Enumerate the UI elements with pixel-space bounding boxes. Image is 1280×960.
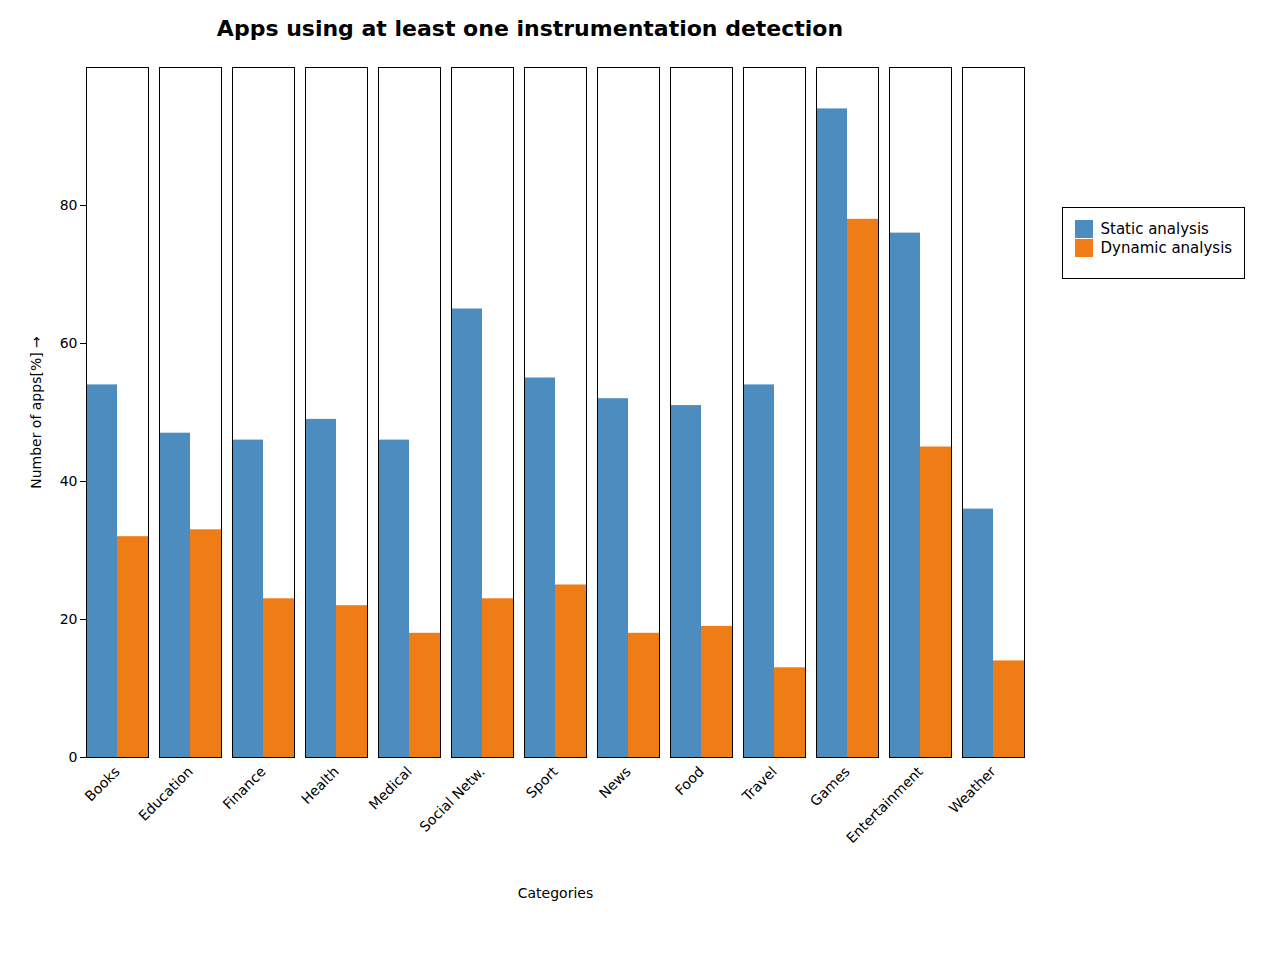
- svg-text:Travel: Travel: [738, 763, 779, 804]
- svg-text:Medical: Medical: [366, 763, 415, 812]
- svg-text:40: 40: [60, 473, 78, 489]
- svg-text:80: 80: [60, 197, 78, 213]
- svg-text:News: News: [596, 763, 634, 801]
- svg-text:Education: Education: [135, 763, 196, 824]
- svg-text:Weather: Weather: [946, 763, 999, 816]
- svg-text:Games: Games: [807, 763, 853, 809]
- svg-text:Finance: Finance: [220, 763, 269, 812]
- svg-text:0: 0: [69, 749, 78, 765]
- svg-text:Food: Food: [672, 763, 707, 798]
- svg-text:Entertainment: Entertainment: [843, 763, 926, 846]
- svg-text:Social Netw.: Social Netw.: [416, 763, 488, 835]
- html-text:Static analysis: Static analysis: [1100, 220, 1209, 238]
- svg-text:Health: Health: [298, 763, 342, 807]
- svg-text:20: 20: [60, 611, 78, 627]
- svg-text:60: 60: [60, 335, 78, 351]
- svg-text:Categories: Categories: [518, 885, 593, 901]
- svg-text:Number of apps[%] →: Number of apps[%] →: [28, 336, 44, 489]
- svg-text:Sport: Sport: [523, 763, 561, 801]
- svg-text:Books: Books: [82, 763, 123, 804]
- html-text:Dynamic analysis: Dynamic analysis: [1100, 239, 1233, 257]
- html-text:Apps using at least one instru: Apps using at least one instrumentation …: [216, 16, 844, 41]
